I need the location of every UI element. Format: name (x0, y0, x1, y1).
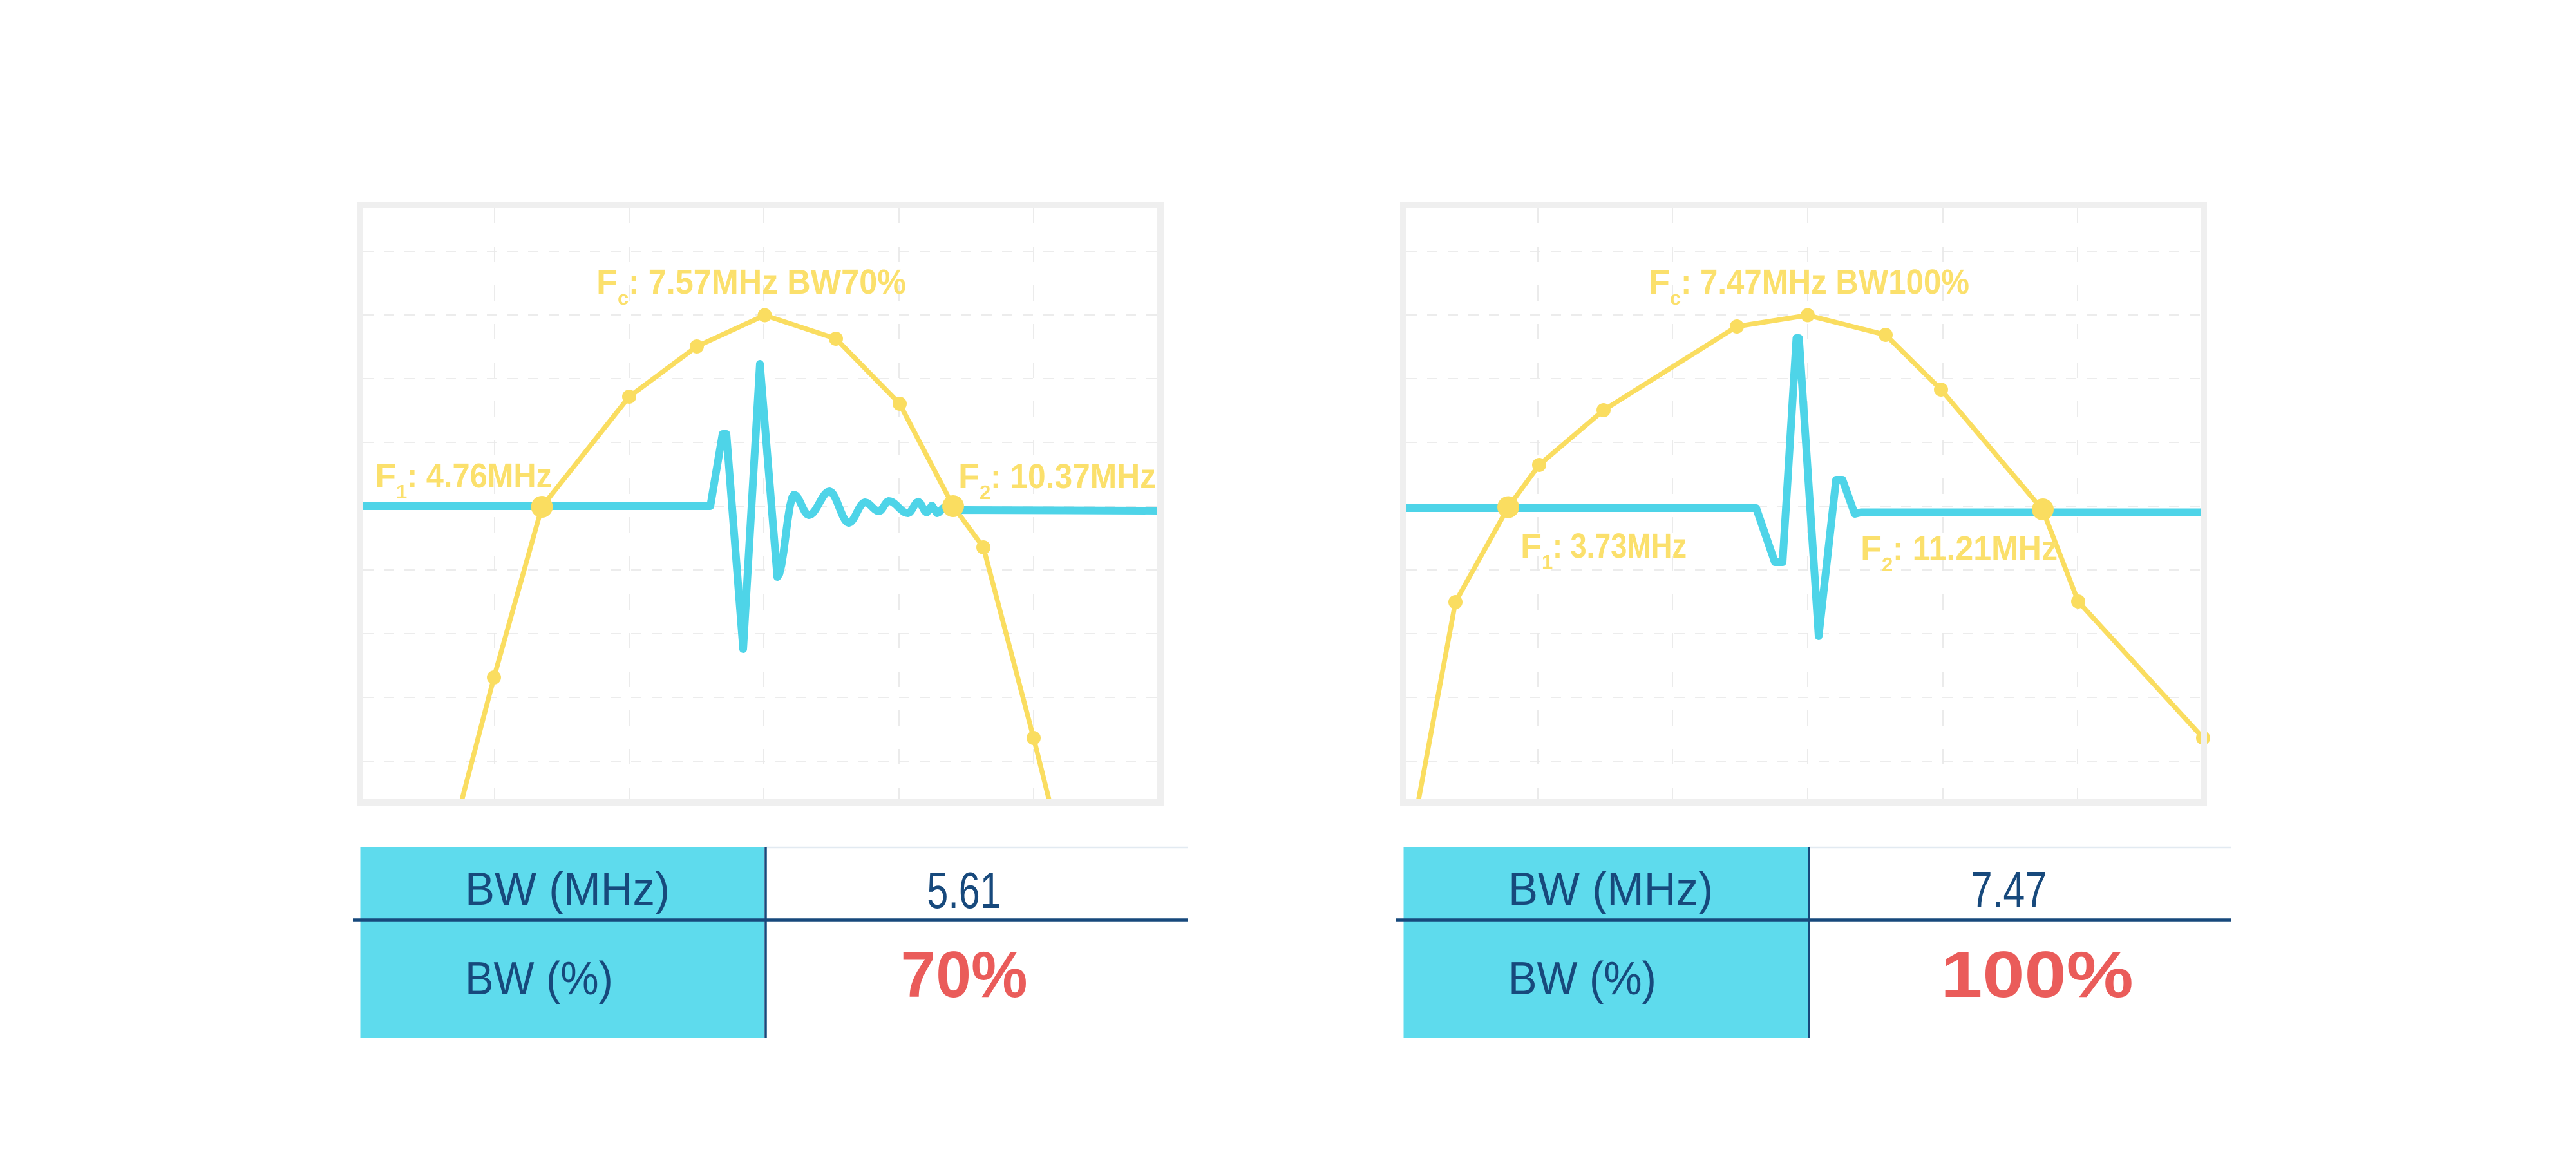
svg-text:: 3.73MHz: : 3.73MHz (1553, 527, 1687, 565)
svg-text:BW (%): BW (%) (1508, 952, 1656, 1005)
svg-text:: 7.47MHz BW100%: : 7.47MHz BW100% (1681, 263, 1969, 301)
svg-text:100%: 100% (1940, 939, 2134, 1012)
svg-text:1: 1 (1542, 551, 1553, 573)
svg-text:c: c (618, 287, 629, 309)
svg-text:F: F (375, 457, 396, 495)
svg-text:BW (MHz): BW (MHz) (465, 863, 670, 915)
svg-text:F: F (1649, 263, 1670, 301)
svg-text:: 10.37MHz: : 10.37MHz (990, 457, 1156, 496)
svg-text:F: F (596, 263, 618, 301)
svg-text:2: 2 (980, 481, 990, 504)
svg-text:BW (%): BW (%) (465, 952, 613, 1005)
svg-text:5.61: 5.61 (927, 861, 1001, 919)
svg-text:: 7.57MHz BW70%: : 7.57MHz BW70% (629, 263, 906, 301)
svg-text:BW (MHz): BW (MHz) (1508, 863, 1713, 915)
svg-text:c: c (1670, 287, 1681, 309)
svg-text:F: F (1520, 527, 1542, 565)
svg-text:7.47: 7.47 (1971, 862, 2047, 919)
svg-text:1: 1 (396, 480, 407, 503)
svg-text:70%: 70% (900, 939, 1027, 1011)
svg-text:F: F (958, 457, 980, 496)
svg-text:F: F (1861, 529, 1882, 568)
svg-text:: 11.21MHz: : 11.21MHz (1893, 529, 2058, 568)
svg-text:2: 2 (1882, 553, 1893, 576)
svg-text:: 4.76MHz: : 4.76MHz (407, 457, 552, 495)
